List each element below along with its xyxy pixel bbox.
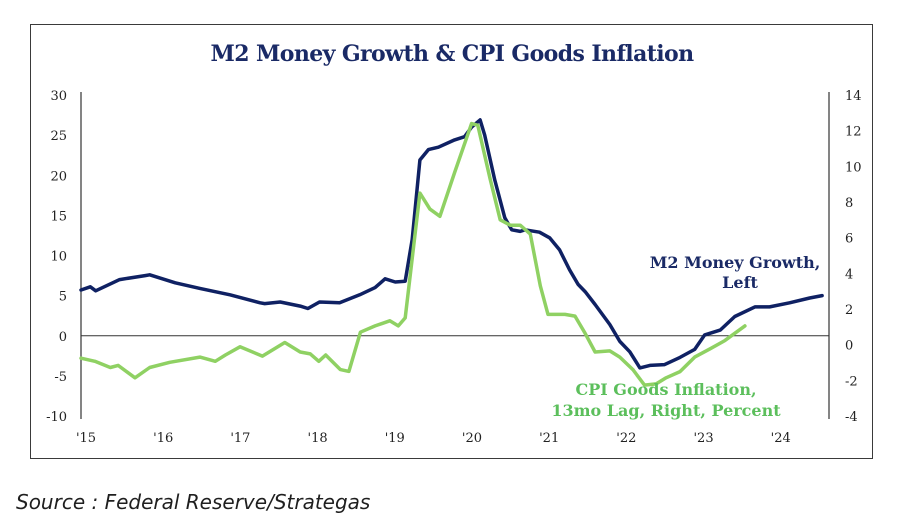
y-left-tick-label: 25 <box>50 129 67 144</box>
y-right-tick-label: 12 <box>845 125 862 140</box>
y-right-tick-label: 8 <box>845 196 853 211</box>
chart: M2 Money Growth & CPI Goods Inflation 30… <box>46 41 862 446</box>
legend-label-cpi: CPI Goods Inflation, <box>575 380 756 399</box>
series-line-cpi <box>79 121 747 387</box>
legend-label-cpi: 13mo Lag, Right, Percent <box>551 401 781 420</box>
y-right-tick-label: 2 <box>845 303 853 318</box>
x-tick-label: '22 <box>616 431 636 446</box>
chart-frame <box>30 24 873 459</box>
legend-label-m2: M2 Money Growth, <box>650 253 821 272</box>
y-left-tick-label: 0 <box>59 330 67 345</box>
y-left-tick-label: 15 <box>50 209 67 224</box>
y-left-tick-label: -10 <box>46 410 67 425</box>
y-left-tick-label: 10 <box>50 250 67 265</box>
y-right-tick-label: -4 <box>845 410 858 425</box>
y-right-tick-label: 0 <box>845 339 853 354</box>
x-tick-label: '17 <box>230 431 250 446</box>
x-tick-label: '19 <box>385 431 405 446</box>
y-right-tick-label: 14 <box>845 89 862 104</box>
y-left-tick-label: 5 <box>59 290 67 305</box>
legend-label-m2: Left <box>722 273 758 292</box>
y-right-tick-label: 6 <box>845 232 853 247</box>
x-tick-label: '15 <box>76 431 96 446</box>
y-right-tick-label: 4 <box>845 267 853 282</box>
source-note: Source : Federal Reserve/Strategas <box>16 490 371 514</box>
y-right-tick-label: 10 <box>845 160 862 175</box>
chart-title: M2 Money Growth & CPI Goods Inflation <box>210 41 694 67</box>
x-tick-label: '20 <box>462 431 482 446</box>
x-tick-label: '16 <box>153 431 173 446</box>
x-tick-label: '21 <box>539 431 559 446</box>
x-tick-label: '18 <box>308 431 328 446</box>
series-line-m2 <box>79 118 824 370</box>
x-tick-label: '24 <box>771 431 791 446</box>
y-left-tick-label: 20 <box>50 169 67 184</box>
y-right-tick-label: -2 <box>845 374 858 389</box>
y-left-tick-label: -5 <box>54 370 67 385</box>
x-tick-label: '23 <box>693 431 713 446</box>
y-left-tick-label: 30 <box>50 89 67 104</box>
